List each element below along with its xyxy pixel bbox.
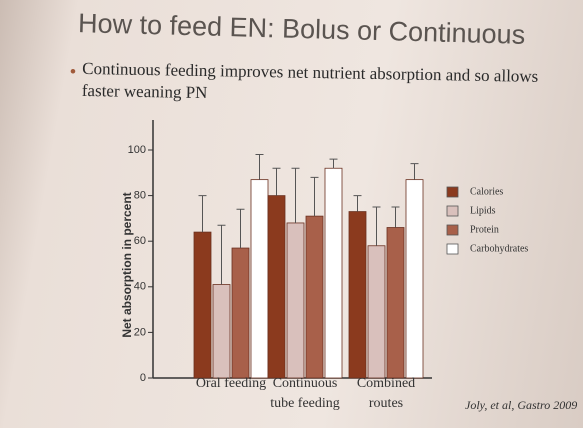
bar: [212, 284, 231, 379]
legend-swatch: [446, 186, 459, 198]
error-bar: [255, 154, 264, 180]
bar: [193, 231, 212, 379]
error-bar: [372, 206, 381, 246]
bar: [231, 247, 250, 379]
y-axis-label: Net absorption in percent: [120, 192, 134, 337]
legend-label: Lipids: [470, 205, 496, 216]
y-tick-label: 40: [134, 281, 146, 293]
legend-swatch: [446, 224, 459, 236]
legend-label: Calories: [470, 186, 503, 197]
error-bar: [310, 176, 319, 217]
legend-swatch: [446, 243, 459, 255]
bullet-dot: •: [70, 62, 76, 81]
citation: Joly, et al, Gastro 2009: [465, 398, 578, 412]
legend-swatch: [446, 205, 459, 217]
bar: [267, 195, 286, 379]
error-bar: [353, 195, 362, 212]
bar: [367, 245, 386, 379]
error-bar: [217, 224, 226, 285]
y-tick-label: 80: [134, 190, 146, 202]
error-bar: [410, 163, 419, 180]
bar: [305, 215, 324, 379]
bar: [386, 227, 405, 379]
error-bar: [236, 208, 245, 249]
y-tick-label: 100: [128, 144, 146, 156]
error-bar: [391, 206, 400, 228]
bar: [324, 167, 343, 379]
x-tick-label: Oral feeding: [195, 376, 267, 391]
error-bar: [291, 167, 300, 223]
y-tick-label: 0: [140, 372, 146, 384]
error-bar: [198, 195, 207, 233]
legend-label: Protein: [470, 224, 499, 235]
x-tick-label: Combined routes: [356, 376, 416, 411]
bar: [348, 211, 367, 379]
y-tick-label: 60: [134, 235, 146, 247]
error-bar: [329, 158, 338, 169]
legend-label: Carbohydrates: [470, 243, 528, 254]
y-tick-label: 20: [134, 326, 146, 338]
bar: [405, 179, 424, 379]
x-tick-label: Continuous tube feeding: [270, 376, 340, 411]
bar: [250, 179, 269, 379]
error-bar: [272, 167, 281, 196]
bar: [286, 222, 305, 379]
